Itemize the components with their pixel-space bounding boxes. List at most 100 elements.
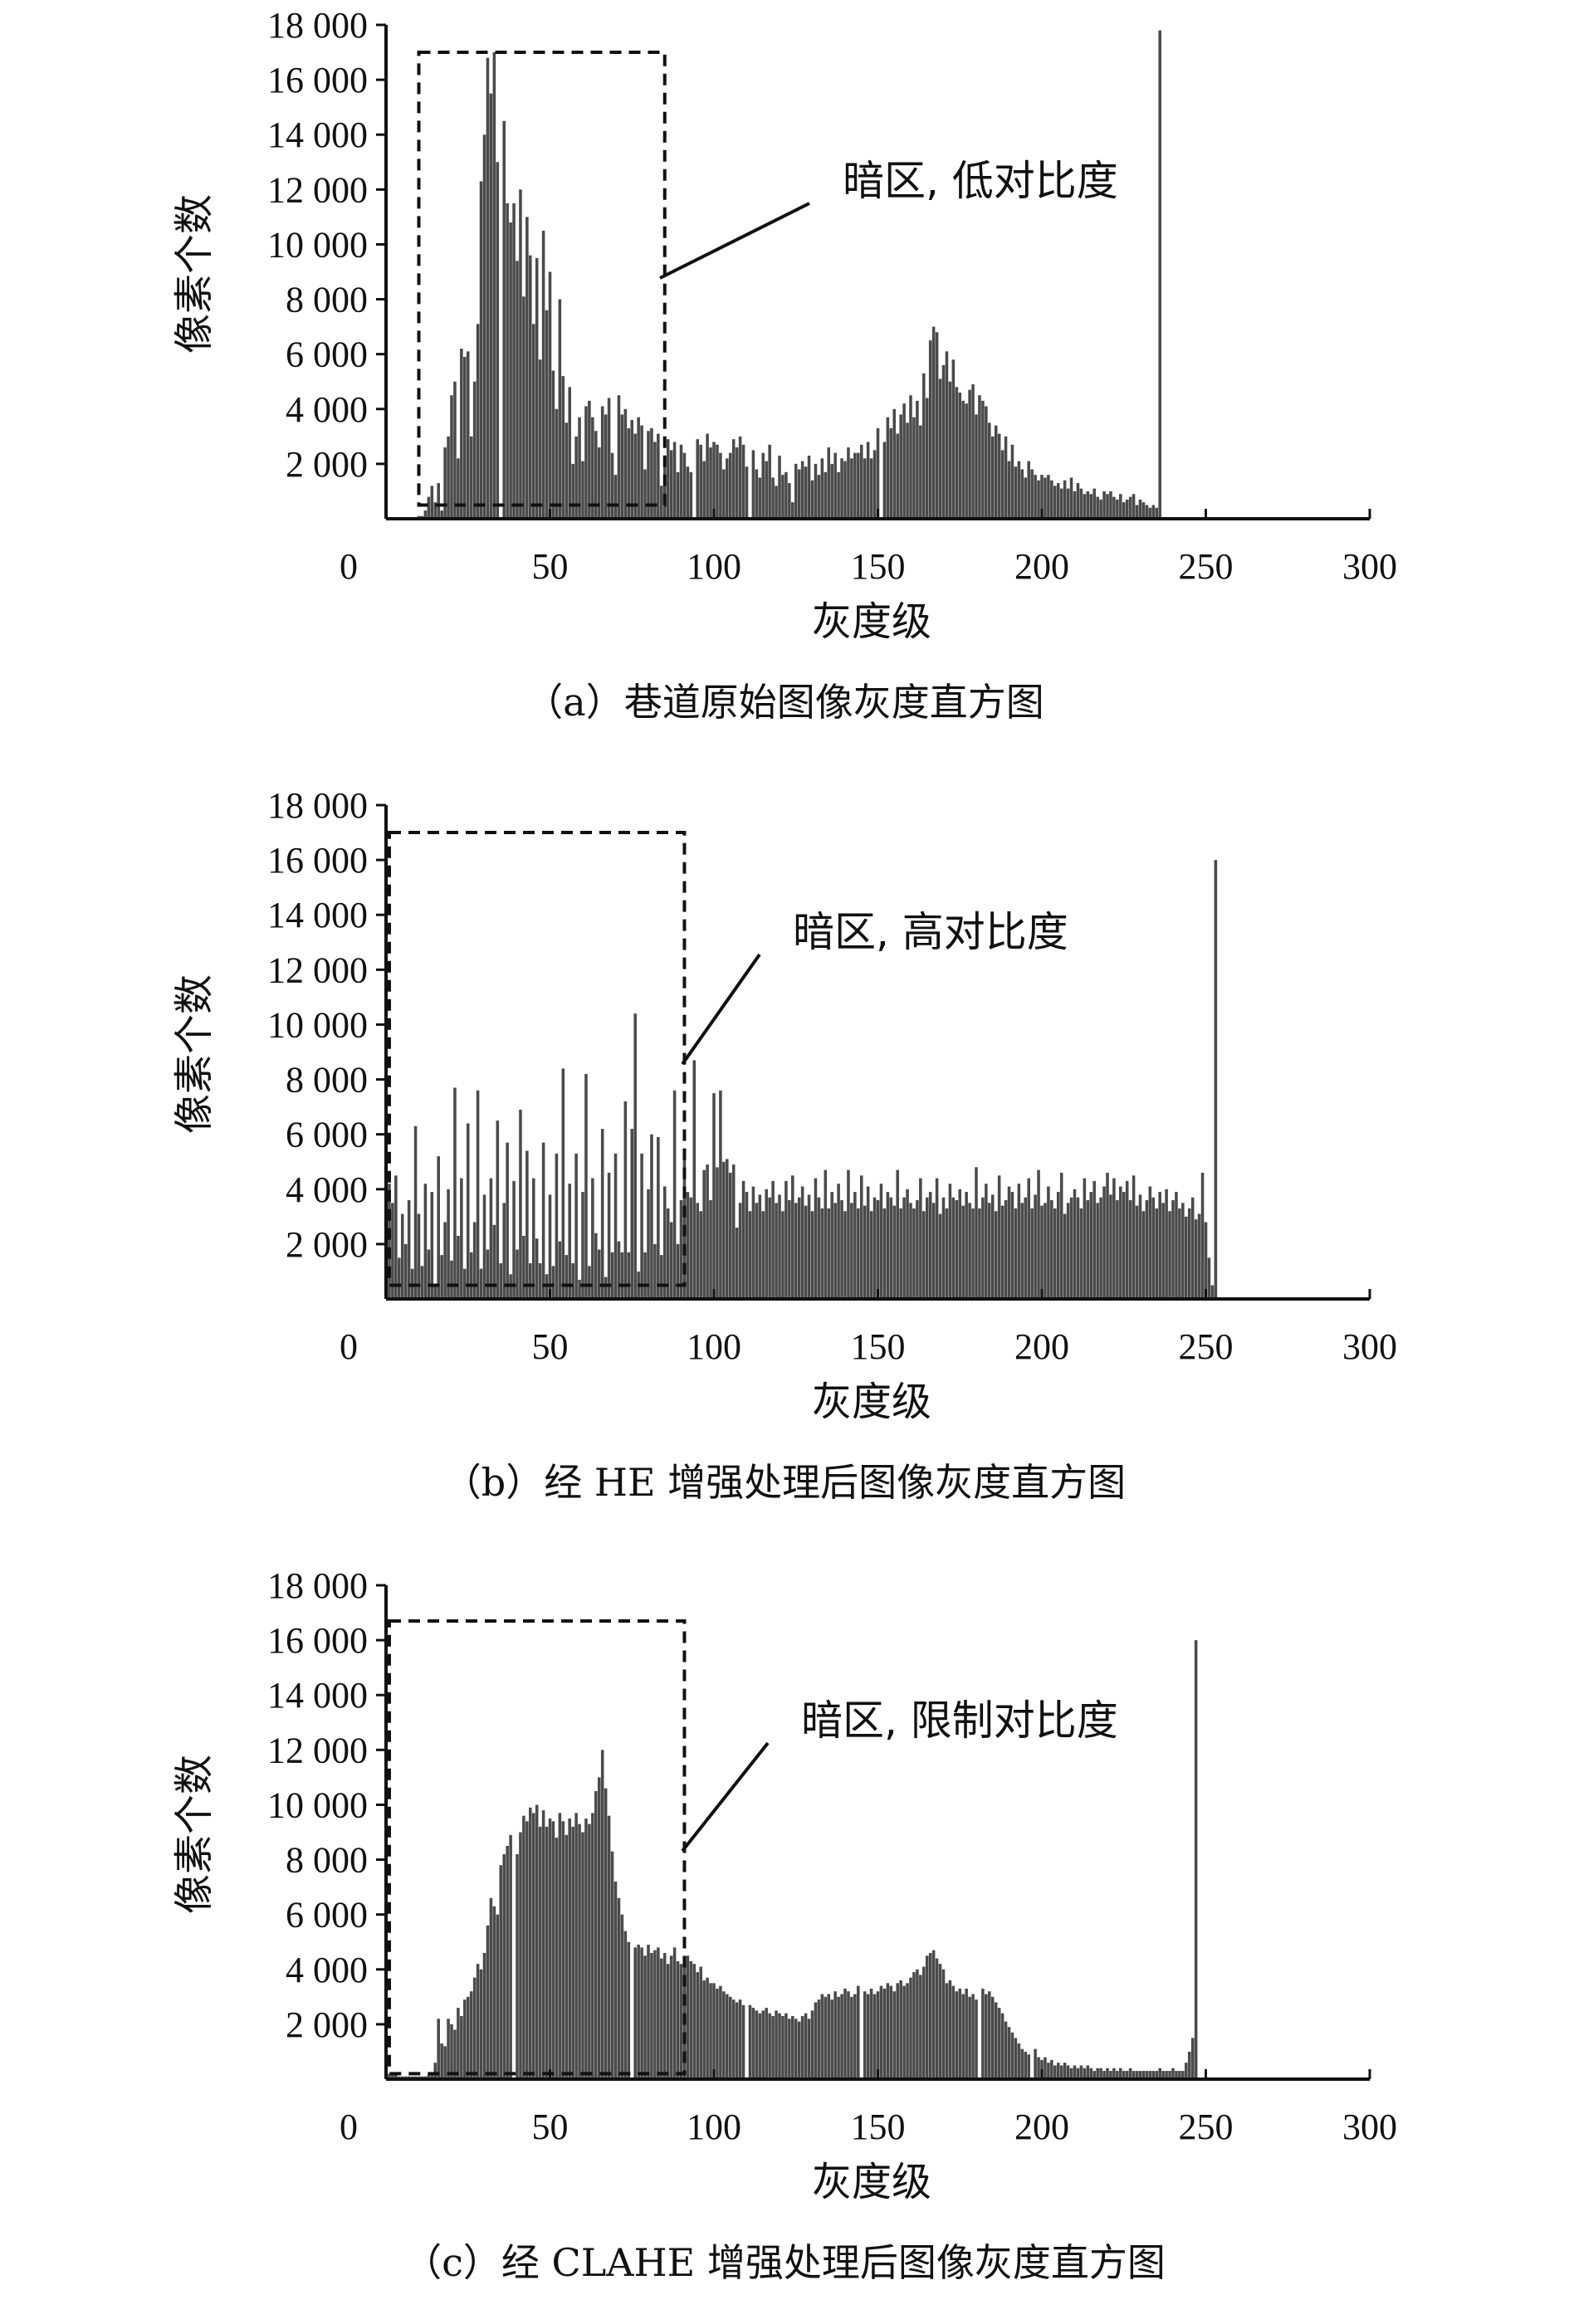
- bar-a: [555, 408, 559, 519]
- bar-b: [460, 1178, 463, 1299]
- bar-c: [968, 1996, 971, 2079]
- annotation-b: 暗区, 高对比度: [793, 908, 1068, 956]
- x-tick-label-a: 50: [532, 546, 569, 587]
- bar-b: [627, 1252, 631, 1299]
- bar-a: [496, 162, 500, 519]
- bar-a: [699, 444, 702, 519]
- bar-a: [965, 403, 968, 519]
- bar-a: [482, 134, 486, 519]
- bar-c: [1007, 2027, 1011, 2079]
- x-tick-label-a: 200: [1014, 546, 1069, 587]
- bar-b: [1197, 1213, 1201, 1299]
- bar-c: [755, 2010, 759, 2079]
- bar-a: [1102, 491, 1106, 519]
- bar-b: [555, 1153, 559, 1299]
- bar-a: [951, 359, 956, 519]
- bar-a: [1010, 444, 1014, 519]
- bar-b: [640, 1153, 643, 1299]
- y-tick-label-a: 12 000: [267, 169, 368, 210]
- bar-a: [702, 461, 706, 519]
- histogram-panel-c: 2 000 4 000 6 000 8 000 10 000 12 000 14 000 16…: [0, 1560, 1569, 2324]
- bar-c: [981, 1988, 985, 2079]
- bar-b: [1047, 1186, 1050, 1299]
- bar-b: [522, 1235, 525, 1299]
- caption-a: （a）巷道原始图像灰度直方图: [525, 680, 1044, 725]
- bar-c: [1014, 2038, 1018, 2079]
- bar-a: [961, 400, 965, 519]
- bar-b: [1158, 1192, 1161, 1299]
- bar-b: [869, 1211, 873, 1299]
- bar-a: [830, 463, 833, 519]
- bar-c: [1017, 2043, 1021, 2079]
- bar-a: [1017, 461, 1021, 519]
- bar-b: [692, 1060, 697, 1299]
- bar-b: [1102, 1186, 1106, 1299]
- bar-b: [906, 1189, 909, 1299]
- bar-a: [1086, 491, 1090, 519]
- y-tick-label-c: 14 000: [267, 1675, 368, 1716]
- bar-b: [1116, 1200, 1119, 1299]
- x-axis-title-b: 灰度级: [812, 1379, 931, 1425]
- bar-c: [662, 1952, 667, 2079]
- bar-b: [437, 1156, 440, 1299]
- bar-b: [430, 1192, 434, 1299]
- bar-b: [751, 1186, 755, 1299]
- bar-a: [443, 447, 447, 519]
- bar-b: [1161, 1203, 1165, 1299]
- bar-a: [472, 381, 477, 519]
- bar-b: [1178, 1208, 1181, 1299]
- bar-c: [938, 1964, 942, 2079]
- bar-b: [1135, 1205, 1139, 1299]
- bar-c: [775, 2010, 778, 2079]
- bar-b: [568, 1184, 571, 1299]
- bar-a: [620, 414, 624, 519]
- bar-a: [807, 455, 811, 519]
- bar-c: [627, 1941, 631, 2079]
- bar-c: [1063, 2063, 1067, 2079]
- bar-c: [988, 1991, 991, 2079]
- bar-a: [427, 496, 431, 519]
- bar-c: [751, 2008, 755, 2079]
- histogram-panel-b: 2 000 4 000 6 000 8 000 10 000 12 000 14 000 16…: [0, 780, 1569, 1544]
- bar-a: [847, 447, 850, 519]
- bar-c: [879, 1985, 883, 2079]
- bar-b: [827, 1208, 831, 1299]
- bar-b: [391, 1203, 394, 1299]
- bar-a: [502, 120, 506, 519]
- bar-a: [1040, 475, 1044, 519]
- bar-c: [1044, 2057, 1047, 2079]
- bar-b: [876, 1200, 880, 1299]
- y-tick-label-a: 14 000: [267, 115, 368, 155]
- bar-a: [850, 458, 853, 519]
- bar-b: [840, 1200, 843, 1299]
- bar-a: [889, 427, 893, 519]
- bar-c: [1010, 2032, 1014, 2079]
- bar-c: [827, 1994, 831, 2079]
- bar-b: [1181, 1203, 1185, 1299]
- bar-a: [916, 400, 919, 519]
- bar-a: [931, 326, 936, 519]
- bar-a: [1024, 477, 1028, 519]
- bar-c: [1190, 2038, 1195, 2079]
- bar-b: [400, 1213, 404, 1299]
- histogram-panel-a: 2 000 4 000 6 000 8 000 10 000 12 000 14 000 16…: [0, 0, 1569, 764]
- bar-b: [830, 1192, 833, 1299]
- bar-c: [427, 2075, 431, 2079]
- bar-c: [699, 1966, 702, 2079]
- bar-b: [850, 1203, 853, 1299]
- bar-c: [594, 1790, 598, 2079]
- bar-c: [985, 1994, 988, 2079]
- bar-a: [761, 452, 765, 519]
- bar-a: [1037, 480, 1040, 519]
- bar-b: [496, 1120, 500, 1299]
- bar-c: [824, 1996, 828, 2079]
- bar-b: [728, 1172, 732, 1299]
- bar-a: [1135, 505, 1139, 519]
- bar-c: [479, 1969, 483, 2079]
- x-tick-label-c: 0: [340, 2107, 358, 2147]
- bar-b: [1151, 1197, 1156, 1299]
- bar-b: [706, 1164, 709, 1299]
- bar-a: [758, 477, 762, 519]
- bar-b: [1034, 1194, 1037, 1299]
- bar-a: [814, 463, 818, 519]
